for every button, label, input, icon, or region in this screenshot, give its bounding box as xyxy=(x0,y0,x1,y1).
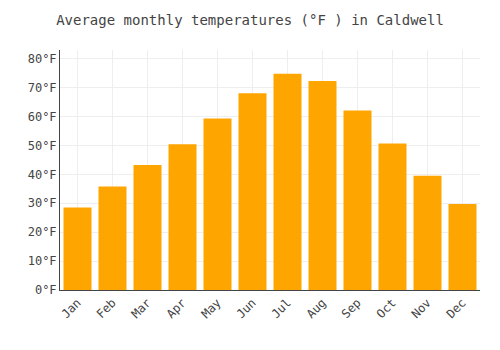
svg-text:80°F: 80°F xyxy=(28,52,57,66)
svg-text:Feb: Feb xyxy=(94,296,119,321)
svg-text:May: May xyxy=(199,296,224,321)
svg-text:30°F: 30°F xyxy=(28,196,57,210)
svg-text:10°F: 10°F xyxy=(28,254,57,268)
svg-text:Jun: Jun xyxy=(234,296,259,321)
svg-text:0°F: 0°F xyxy=(35,283,57,297)
svg-text:Dec: Dec xyxy=(444,296,469,321)
svg-text:Aug: Aug xyxy=(304,296,329,321)
svg-text:40°F: 40°F xyxy=(28,168,57,182)
svg-text:Jul: Jul xyxy=(269,296,294,321)
svg-text:Oct: Oct xyxy=(374,296,399,321)
svg-text:60°F: 60°F xyxy=(28,110,57,124)
svg-text:50°F: 50°F xyxy=(28,139,57,153)
svg-text:Nov: Nov xyxy=(409,296,434,321)
svg-text:Sep: Sep xyxy=(339,296,364,321)
svg-text:Apr: Apr xyxy=(164,296,189,321)
svg-text:Mar: Mar xyxy=(129,296,154,321)
svg-text:70°F: 70°F xyxy=(28,81,57,95)
svg-text:20°F: 20°F xyxy=(28,225,57,239)
svg-text:Average monthly temperatures (: Average monthly temperatures (°F ) in Ca… xyxy=(56,12,444,28)
svg-text:Jan: Jan xyxy=(59,296,84,321)
